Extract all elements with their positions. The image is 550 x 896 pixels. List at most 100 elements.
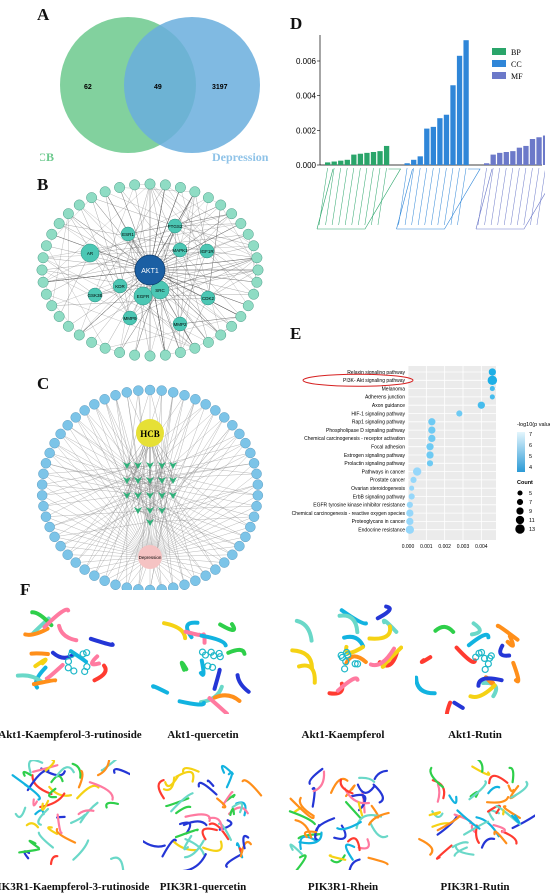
target-node <box>219 557 230 568</box>
pathway-point <box>477 401 485 409</box>
protein-ribbon <box>175 805 192 815</box>
network-edge <box>67 425 163 496</box>
ligand-atom <box>67 650 76 659</box>
docking-caption: PIK3R1-quercetin <box>159 881 247 893</box>
network-edge <box>149 204 221 271</box>
target-node <box>133 584 144 590</box>
network-edge <box>159 257 257 291</box>
size-legend-point <box>515 524 525 534</box>
network-edge <box>126 392 151 558</box>
go-bar <box>377 151 383 165</box>
size-legend-title: Count <box>517 480 533 486</box>
protein-ribbon <box>77 809 95 816</box>
ligand-atom <box>204 662 212 670</box>
protein-ribbon <box>511 660 521 684</box>
legend-swatch <box>492 60 506 67</box>
panel-label-b: B <box>37 175 49 194</box>
network-edge <box>174 225 254 246</box>
protein-ribbon <box>68 649 89 664</box>
protein-ribbon <box>294 618 314 643</box>
network-node <box>248 288 260 300</box>
panel-label-e: E <box>290 324 302 343</box>
protein-ribbon <box>225 853 242 868</box>
panel-label-f: F <box>20 580 31 599</box>
network-edge <box>91 269 151 343</box>
target-node <box>49 437 60 449</box>
pathway-point <box>426 443 434 451</box>
legend-label: CC <box>511 60 522 69</box>
compound-node <box>134 462 142 469</box>
go-bar <box>331 161 337 165</box>
network-edge <box>253 257 258 295</box>
target-node <box>36 479 48 490</box>
protein-ribbon <box>492 824 506 834</box>
compound-target-network: HCB Depression <box>36 384 264 590</box>
target-node <box>89 399 100 410</box>
go-term-label <box>490 167 500 226</box>
network-edge <box>79 269 151 336</box>
network-edge <box>149 399 196 496</box>
protein-ribbon <box>469 621 482 637</box>
target-node <box>240 437 251 449</box>
depression-node-label: Depression <box>139 555 162 560</box>
network-node <box>40 240 52 252</box>
color-legend-title: -log10(p value) <box>517 422 550 428</box>
protein-ribbon <box>468 780 487 801</box>
network-node <box>215 199 227 211</box>
network-edge <box>149 395 185 558</box>
go-term-label <box>457 167 467 226</box>
protein-ribbon <box>110 856 125 870</box>
network-edge <box>41 269 195 349</box>
network-major-label: SRC <box>155 288 165 293</box>
protein-ribbon <box>217 822 233 842</box>
network-major-node <box>112 278 128 294</box>
network-edge <box>115 395 151 558</box>
protein-ribbon <box>336 820 362 831</box>
protein-ribbon <box>294 819 313 839</box>
venn-overlap: 49 <box>154 84 162 91</box>
protein-ribbon <box>510 814 521 824</box>
protein-ribbon <box>428 811 442 817</box>
network-major-node <box>199 243 215 259</box>
network-edge <box>206 250 257 258</box>
network-node <box>159 179 171 191</box>
pathway-label: Endocrine resistance <box>358 528 405 534</box>
go-term-label <box>338 167 348 226</box>
go-term-label <box>503 167 514 226</box>
protein-ribbon <box>468 683 497 699</box>
protein-ribbon <box>44 760 56 772</box>
protein-ribbon <box>488 774 509 785</box>
go-bar <box>542 135 545 165</box>
network-edge <box>149 443 246 558</box>
panel-label-c: C <box>37 374 50 393</box>
protein-ribbon <box>487 785 501 795</box>
network-major-node <box>200 290 216 306</box>
network-edge <box>46 245 151 271</box>
network-edge <box>172 464 257 474</box>
protein-ribbon <box>431 810 444 818</box>
protein-ribbon <box>49 855 59 866</box>
protein-ribbon <box>288 810 316 826</box>
pathway-label: EGFR tyrosine kinase inhibitor resistanc… <box>313 503 405 509</box>
network-edge <box>126 494 240 547</box>
protein-ribbon <box>328 854 347 861</box>
hub-node-label: AKT1 <box>141 268 159 275</box>
network-edge <box>179 249 241 317</box>
target-node <box>227 420 238 431</box>
network-edge <box>161 494 246 537</box>
network-edge <box>75 479 139 563</box>
network-node <box>189 342 201 354</box>
target-node <box>179 579 190 590</box>
pathway-label: Chemical carcinogenesis - receptor activ… <box>304 436 405 442</box>
network-edge <box>161 479 185 585</box>
ligand-atom <box>353 660 362 668</box>
venn-left-label: HCB <box>40 150 54 164</box>
ligand-atom <box>351 660 359 668</box>
network-node <box>226 208 238 220</box>
target-node <box>62 549 73 560</box>
pathway-label: PI3K- Akt signaling pathway <box>343 378 405 384</box>
network-major-label: KDR <box>115 284 125 289</box>
go-bar <box>411 159 417 165</box>
network-node <box>73 199 85 211</box>
network-edge <box>49 452 151 511</box>
